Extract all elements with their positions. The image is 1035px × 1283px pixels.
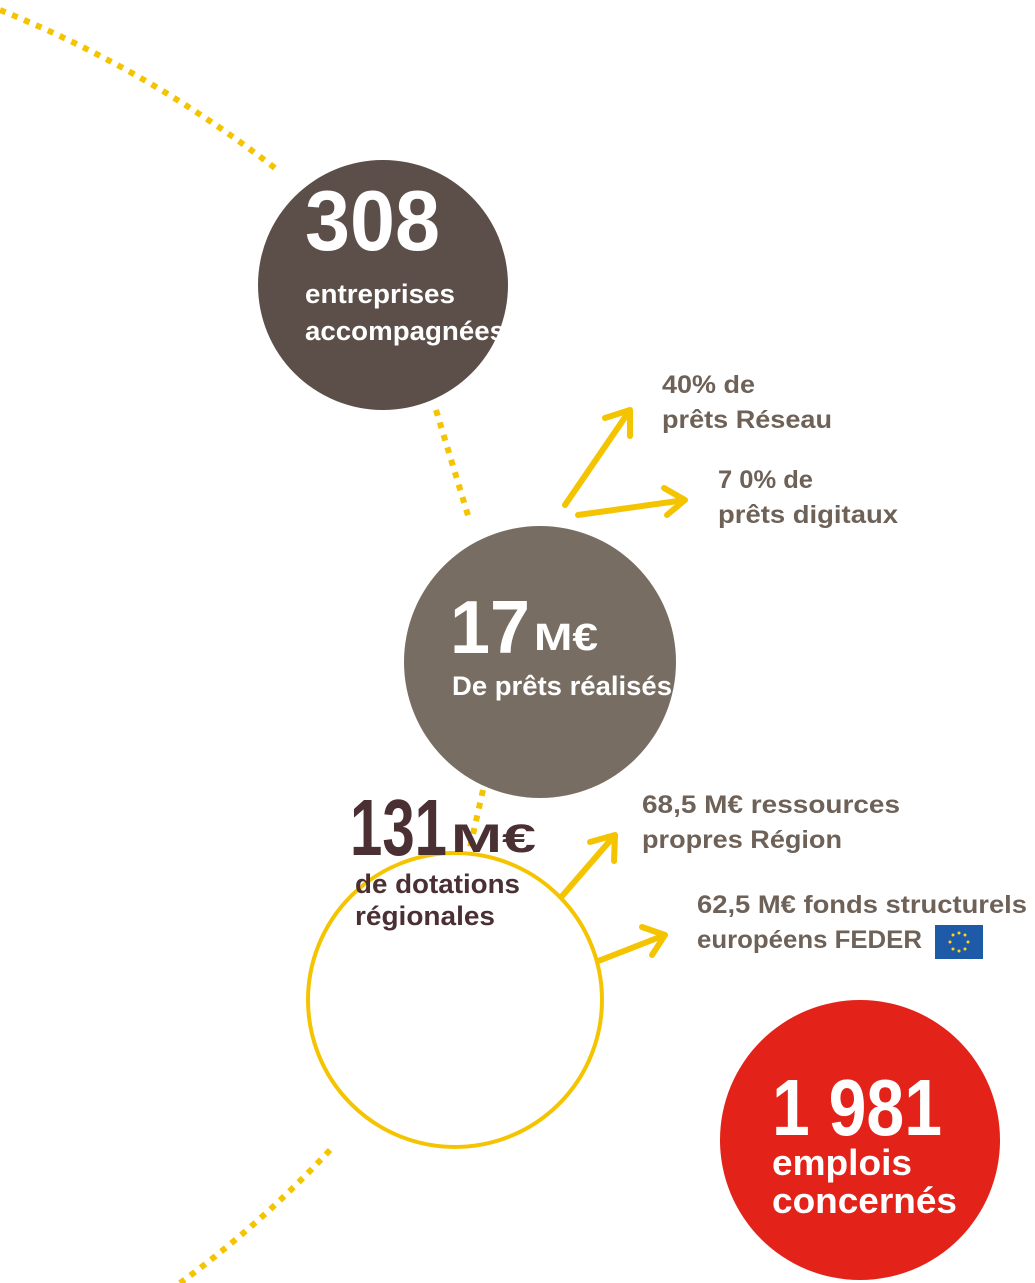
node-value: 17 bbox=[450, 585, 530, 669]
node-label: De prêts réalisés bbox=[452, 671, 672, 701]
node-label: concernés bbox=[772, 1180, 957, 1221]
node-label: régionales bbox=[355, 901, 495, 931]
node-value: 1 981 bbox=[772, 1063, 942, 1152]
node-label: accompagnées bbox=[305, 316, 505, 346]
note: 62,5 M€ fonds structurels bbox=[697, 891, 1027, 919]
node-value: 131 bbox=[350, 783, 447, 872]
node-unit: M€ bbox=[451, 817, 536, 861]
arrow bbox=[585, 924, 668, 968]
node-label: de dotations bbox=[355, 869, 520, 899]
dotted-path bbox=[0, 7, 282, 175]
arrow bbox=[575, 485, 688, 518]
circle bbox=[404, 526, 676, 798]
node-label: emplois bbox=[772, 1142, 912, 1183]
arrow bbox=[562, 407, 633, 508]
note: européens FEDER bbox=[697, 926, 922, 954]
node-unit: M€ bbox=[534, 617, 598, 659]
circle bbox=[258, 160, 508, 410]
eu-flag bbox=[935, 925, 983, 959]
circle bbox=[720, 1000, 1000, 1280]
dotted-path bbox=[178, 1147, 333, 1283]
note: 40% de bbox=[662, 371, 755, 399]
node-value: 308 bbox=[305, 174, 440, 269]
dotted-path bbox=[433, 409, 473, 523]
note: prêts digitaux bbox=[718, 501, 898, 529]
note: 7 0% de bbox=[718, 466, 813, 494]
note: propres Région bbox=[642, 826, 842, 854]
circle bbox=[306, 851, 604, 1149]
note: prêts Réseau bbox=[662, 406, 832, 434]
dotted-path bbox=[457, 789, 486, 893]
note: 68,5 M€ ressources bbox=[642, 791, 900, 819]
node-label: entreprises bbox=[305, 279, 455, 309]
